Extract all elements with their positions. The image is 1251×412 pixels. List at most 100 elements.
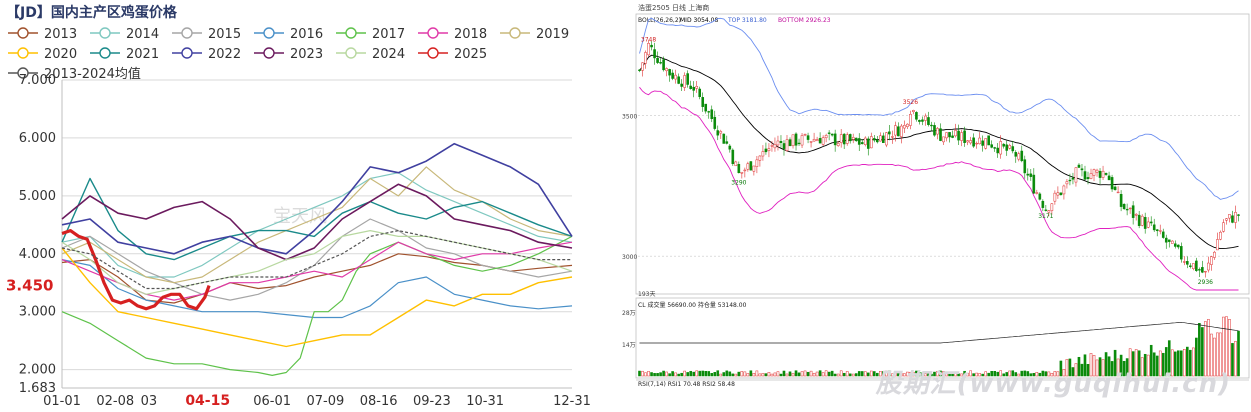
legend-label-2023: 2023: [290, 47, 323, 62]
volume-bar: [869, 370, 873, 377]
candlestick: [999, 135, 1003, 159]
candle-body: [1222, 222, 1225, 232]
volume-bar: [948, 372, 951, 377]
volume-bar: [990, 371, 993, 377]
candle-body: [1225, 218, 1228, 221]
x-tick-label: 04-15: [185, 393, 230, 408]
volume-bar: [1228, 319, 1231, 377]
candle-body: [912, 110, 915, 113]
candlestick: [653, 42, 656, 65]
candlestick: [710, 105, 714, 123]
volume-bar: [668, 373, 671, 377]
candle-body: [833, 133, 837, 146]
series-line-2015: [61, 218, 573, 301]
candlestick: [1158, 224, 1162, 235]
volume-bar: [960, 373, 963, 377]
volume-bar: [1125, 358, 1129, 377]
volume-bar: [1149, 344, 1153, 377]
candle-body: [954, 130, 957, 137]
candlestick: [1183, 256, 1186, 266]
volume-bar: [698, 370, 702, 377]
y-tick-label: 4.000: [19, 247, 56, 262]
boll-mid-line: [639, 54, 1239, 250]
volume-bar: [716, 370, 720, 377]
candle-body: [1128, 207, 1132, 210]
candlestick: [1059, 192, 1063, 196]
candlestick: [860, 139, 864, 145]
volume-bar: [1231, 343, 1234, 377]
candlestick: [1017, 151, 1021, 162]
legend-marker-2022: [181, 47, 193, 59]
candlestick: [1137, 211, 1141, 229]
volume-bar: [885, 370, 888, 377]
volume-header: CL 成交量 56690.00 持仓量 53148.00: [638, 301, 747, 309]
legend-label-2013: 2013: [44, 27, 77, 42]
boll-bottom-label: BOTTOM 2926.23: [778, 17, 831, 24]
volume-bar: [725, 370, 729, 377]
candle-body: [966, 140, 969, 143]
candlestick: [866, 136, 870, 156]
candle-body: [1059, 192, 1063, 196]
volume-bar: [945, 373, 948, 377]
volume-bar: [1173, 351, 1177, 377]
candle-body: [894, 125, 897, 136]
y-tick-label: 2.000: [19, 363, 56, 378]
volume-bar: [1216, 332, 1219, 377]
candle-body: [1125, 208, 1129, 211]
series-line-2023: [61, 183, 573, 261]
candlestick: [1149, 216, 1153, 226]
candlestick: [1216, 232, 1219, 251]
volume-bar: [1180, 350, 1183, 377]
candle-body: [824, 135, 828, 139]
candlestick: [1204, 270, 1207, 278]
candle-body: [1023, 159, 1027, 174]
volume-bar: [1080, 363, 1084, 377]
candle-body: [1086, 177, 1090, 179]
candlestick: [749, 160, 753, 171]
candle-body: [1201, 267, 1204, 273]
volume-bar: [972, 373, 975, 377]
candle-body: [842, 133, 846, 145]
volume-bar: [1014, 372, 1018, 377]
candlestick: [1207, 256, 1210, 273]
volume-bar: [1167, 340, 1171, 377]
candle-body: [891, 136, 894, 138]
volume-bar: [713, 372, 717, 377]
volume-bar: [1186, 346, 1189, 377]
candlestick: [641, 62, 644, 77]
volume-bar: [936, 370, 939, 377]
volume-bar: [1011, 370, 1015, 377]
candle-body: [1026, 173, 1030, 176]
left-chart-svg: 2013 2014 2015 2016 2017 2018 2019 2020 2021 2022…: [6, 27, 591, 409]
candle-body: [1008, 145, 1012, 149]
volume-bar: [839, 370, 843, 377]
legend-marker-2023: [263, 47, 275, 59]
volume-bar: [1020, 370, 1024, 377]
price-tick-label: 3500: [622, 113, 637, 120]
volume-bar: [806, 371, 810, 377]
volume-bar: [689, 370, 692, 377]
candle-body: [758, 155, 762, 161]
candle-body: [936, 128, 939, 135]
volume-bar: [1164, 347, 1168, 377]
candle-body: [701, 97, 705, 107]
candlestick: [800, 133, 804, 148]
volume-bar: [894, 371, 897, 377]
candle-body: [951, 135, 954, 138]
candle-body: [716, 130, 720, 136]
volume-bar: [942, 371, 945, 377]
candlestick: [842, 133, 846, 150]
volume-bar: [815, 371, 819, 377]
candle-body: [839, 134, 843, 143]
legend-entry-2018: 2018: [418, 27, 487, 42]
candle-body: [1170, 240, 1174, 244]
volume-tick-label: 28万: [622, 310, 636, 317]
candle-body: [1077, 164, 1081, 168]
candlestick: [782, 140, 786, 156]
candle-body: [1210, 256, 1213, 265]
candle-body: [650, 44, 653, 48]
volume-bar: [957, 373, 960, 377]
volume-bar: [1195, 337, 1198, 377]
volume-bar: [981, 373, 984, 377]
boll-indicator-label: BOLL(26,26,2): [638, 17, 681, 24]
